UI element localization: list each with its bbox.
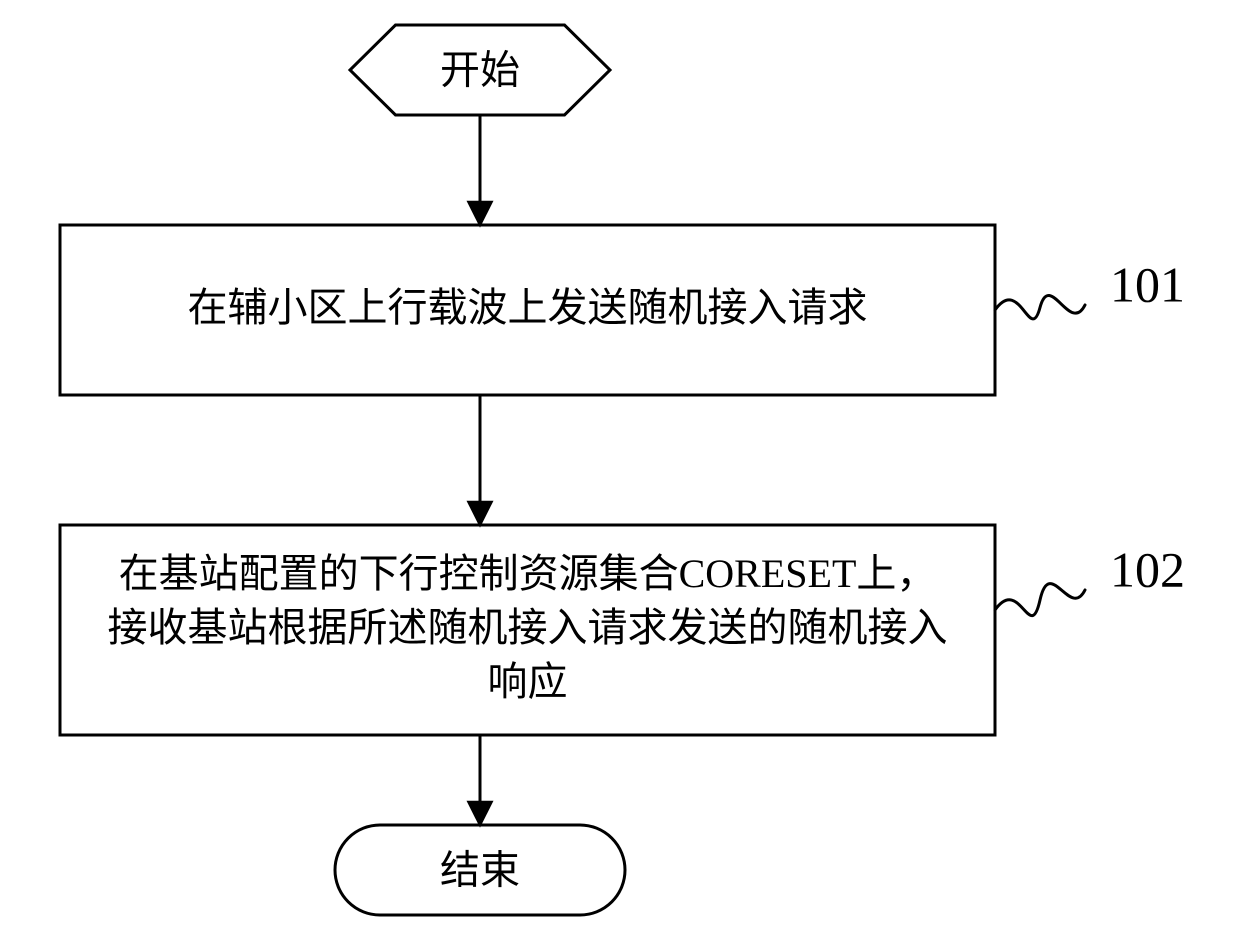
step2-line-0: 在基站配置的下行控制资源集合CORESET上， xyxy=(119,551,937,596)
callout-label-c101: 101 xyxy=(1110,256,1185,312)
step1-line-0: 在辅小区上行载波上发送随机接入请求 xyxy=(188,285,868,330)
callout-label-c102: 102 xyxy=(1110,541,1185,597)
start-label: 开始 xyxy=(440,48,520,93)
step2-line-2: 响应 xyxy=(488,659,568,704)
step2-line-1: 接收基站根据所述随机接入请求发送的随机接入 xyxy=(108,605,948,650)
end-label: 结束 xyxy=(440,848,520,893)
